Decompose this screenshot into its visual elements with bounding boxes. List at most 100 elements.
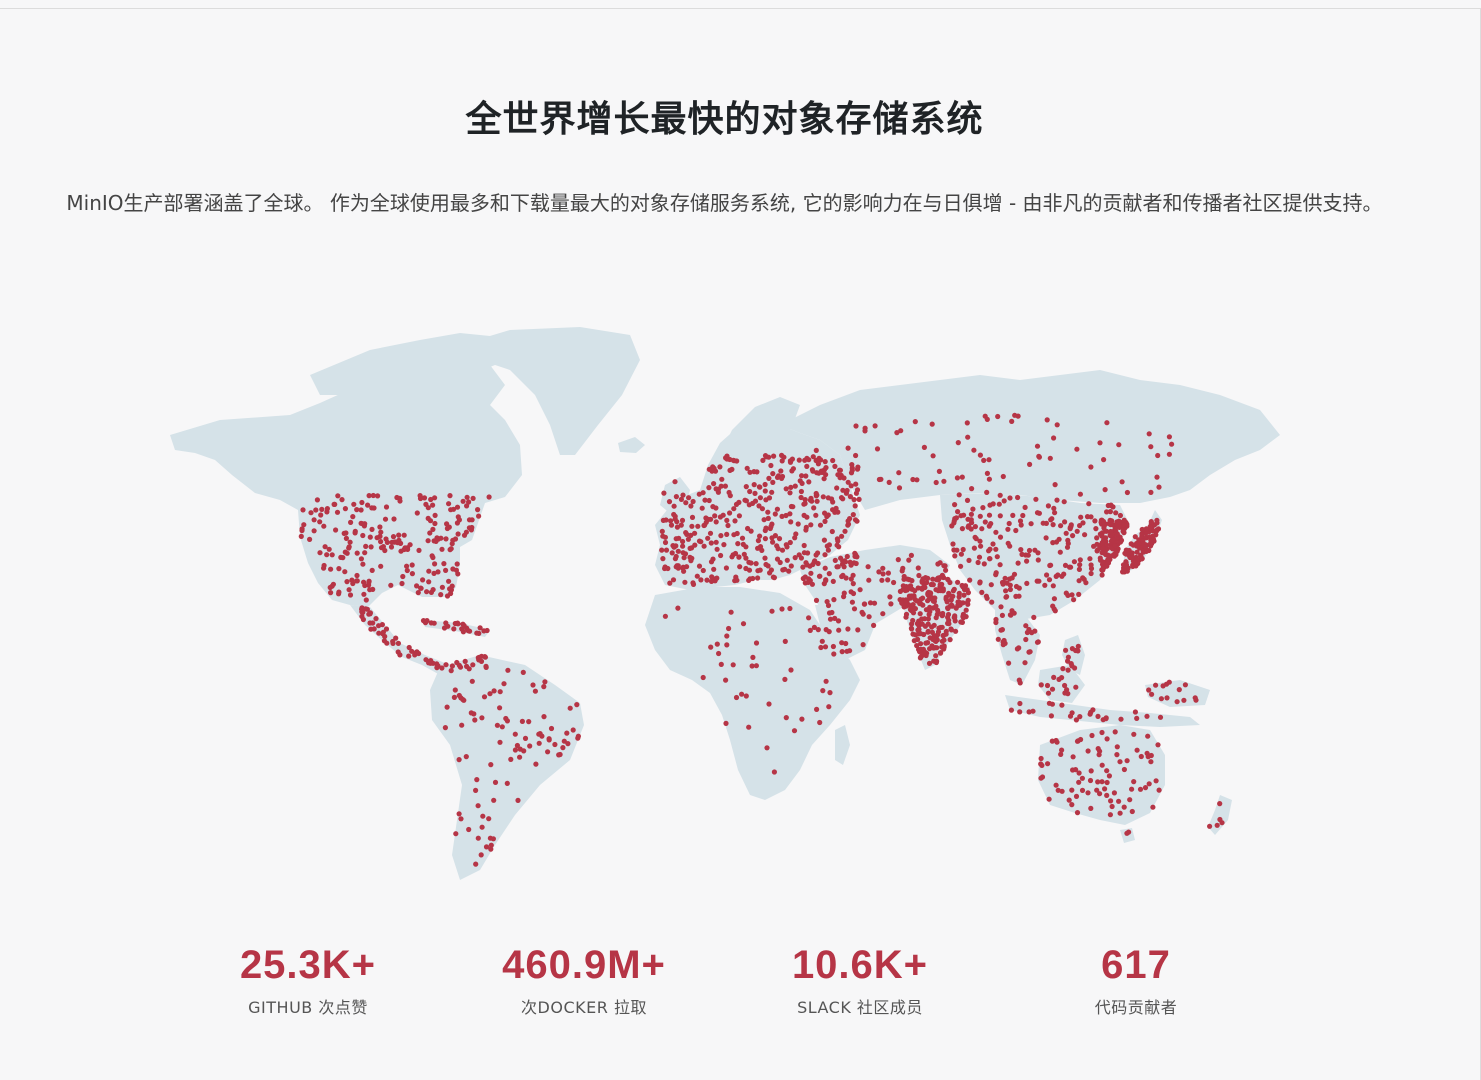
- deployment-marker-north-america: [363, 597, 369, 603]
- deployment-marker-japan-korea: [1116, 519, 1122, 525]
- deployment-marker-europe: [854, 518, 860, 524]
- deployment-marker-oceania: [1145, 733, 1151, 739]
- land-greenland: [460, 327, 640, 455]
- deployment-marker-russia: [984, 489, 990, 495]
- deployment-marker-europe: [836, 467, 843, 473]
- deployment-marker-north-america: [409, 562, 415, 568]
- deployment-marker-china: [1063, 590, 1069, 596]
- deployment-marker-south-america: [519, 718, 525, 724]
- deployment-marker-oceania: [1099, 762, 1105, 768]
- deployment-marker-southeast-asia: [1158, 696, 1164, 702]
- deployment-marker-japan-korea: [1134, 540, 1140, 547]
- deployment-marker-china: [979, 526, 985, 532]
- deployment-marker-europe: [823, 465, 829, 471]
- deployment-marker-india: [963, 607, 969, 613]
- deployment-marker-middle-east: [866, 614, 872, 620]
- deployment-marker-south-america: [546, 737, 552, 743]
- deployment-marker-russia: [1088, 464, 1094, 470]
- deployment-marker-europe: [724, 456, 730, 462]
- deployment-marker-central-america-caribbean: [477, 625, 483, 631]
- deployment-marker-south-america: [503, 715, 509, 722]
- deployment-marker-europe: [848, 483, 854, 489]
- deployment-marker-middle-east: [943, 567, 949, 573]
- deployment-marker-china: [987, 556, 993, 562]
- deployment-marker-india: [935, 629, 942, 635]
- deployment-marker-europe: [765, 515, 771, 521]
- deployment-marker-africa: [779, 606, 785, 612]
- deployment-marker-south-america: [497, 739, 503, 745]
- deployment-marker-japan-korea: [1132, 534, 1138, 540]
- deployment-marker-oceania: [1121, 766, 1127, 773]
- deployment-marker-europe: [708, 559, 715, 565]
- deployment-marker-russia: [1074, 446, 1080, 452]
- deployment-marker-china: [997, 513, 1003, 519]
- deployment-marker-china: [1071, 559, 1077, 565]
- deployment-marker-europe: [798, 494, 804, 501]
- deployment-marker-europe: [822, 510, 828, 516]
- deployment-marker-europe: [670, 577, 677, 583]
- deployment-marker-north-america: [301, 522, 307, 528]
- deployment-marker-india: [902, 587, 909, 594]
- deployment-marker-south-america: [480, 813, 486, 819]
- deployment-marker-southeast-asia: [1014, 646, 1021, 652]
- deployment-marker-north-america: [438, 535, 444, 541]
- deployment-marker-china: [1105, 502, 1111, 509]
- deployment-marker-north-america: [399, 580, 405, 587]
- deployment-marker-oceania: [1087, 777, 1094, 784]
- deployment-marker-oceania: [1217, 801, 1223, 807]
- deployment-marker-india: [947, 637, 953, 643]
- deployment-marker-southeast-asia: [1022, 660, 1028, 666]
- deployment-marker-europe: [823, 577, 829, 583]
- deployment-marker-north-america: [367, 534, 373, 540]
- deployment-marker-india: [916, 572, 922, 579]
- deployment-marker-japan-korea: [1154, 517, 1160, 523]
- deployment-marker-central-america-caribbean: [451, 626, 457, 632]
- deployment-marker-china: [1013, 527, 1019, 534]
- deployment-marker-russia: [941, 478, 947, 484]
- deployment-marker-india: [945, 577, 951, 583]
- deployment-marker-europe: [763, 454, 769, 460]
- deployment-marker-japan-korea: [1121, 522, 1127, 528]
- deployment-marker-europe: [752, 490, 758, 496]
- deployment-marker-europe: [750, 575, 756, 582]
- deployment-marker-southeast-asia: [1118, 716, 1124, 722]
- deployment-marker-china: [1044, 572, 1050, 578]
- deployment-marker-europe: [835, 564, 841, 570]
- deployment-marker-china: [1074, 528, 1080, 534]
- deployment-marker-north-america: [317, 519, 323, 525]
- deployment-marker-south-america: [487, 691, 493, 697]
- deployment-marker-europe: [822, 518, 828, 524]
- deployment-marker-india: [937, 624, 944, 631]
- deployment-marker-oceania: [1069, 802, 1075, 808]
- deployment-marker-china: [1088, 570, 1094, 577]
- deployment-marker-russia: [1034, 443, 1041, 449]
- deployment-marker-europe: [848, 576, 854, 582]
- deployment-marker-south-america: [456, 757, 462, 763]
- deployment-marker-china: [1069, 592, 1075, 598]
- stat-value: 617: [1101, 943, 1171, 987]
- deployment-marker-india: [917, 611, 923, 617]
- deployment-marker-europe: [705, 535, 711, 541]
- deployment-marker-india: [933, 659, 940, 666]
- deployment-marker-north-america: [446, 501, 452, 507]
- deployment-marker-russia: [841, 475, 847, 481]
- deployment-marker-europe: [779, 452, 785, 458]
- deployment-marker-north-america: [347, 539, 353, 545]
- deployment-marker-south-america: [488, 762, 494, 768]
- deployment-marker-europe: [774, 543, 780, 549]
- deployment-marker-middle-east: [822, 644, 829, 650]
- deployment-marker-southeast-asia: [1192, 695, 1198, 701]
- deployment-marker-china: [1026, 547, 1033, 554]
- deployment-marker-europe: [707, 530, 714, 536]
- deployment-marker-russia: [840, 487, 846, 493]
- deployment-marker-africa: [728, 609, 734, 615]
- deployment-marker-japan-korea: [1110, 522, 1116, 528]
- deployment-marker-europe: [853, 490, 860, 496]
- deployment-marker-europe: [854, 466, 861, 472]
- deployment-marker-russia: [1033, 496, 1039, 502]
- deployment-marker-europe: [848, 562, 854, 568]
- deployment-marker-oceania: [1207, 823, 1213, 829]
- deployment-marker-russia: [1166, 451, 1172, 457]
- deployment-marker-south-america: [530, 682, 536, 688]
- deployment-marker-north-america: [328, 590, 334, 596]
